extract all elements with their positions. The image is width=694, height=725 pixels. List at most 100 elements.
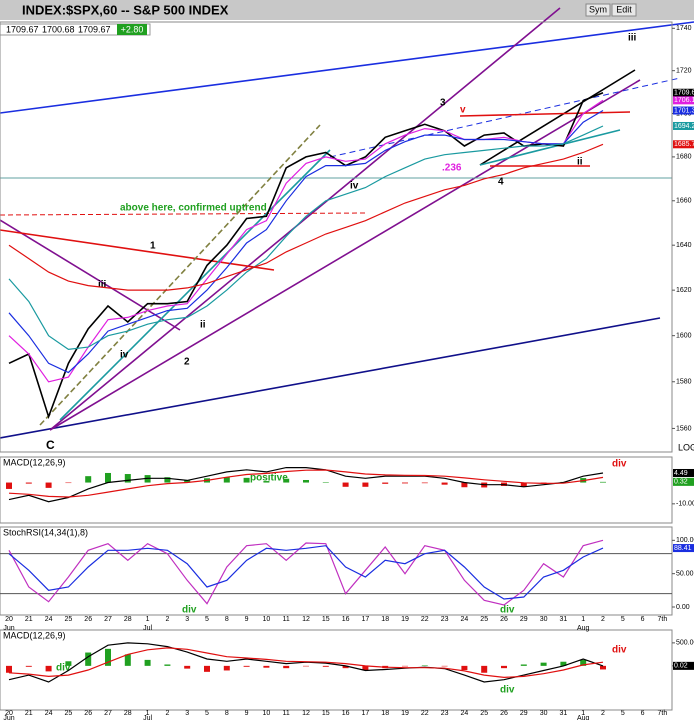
x-month-label: Jun	[3, 715, 14, 720]
wave-label: iv	[120, 350, 129, 361]
x-tick-label: 10	[263, 616, 271, 623]
trend-line	[39, 124, 321, 426]
note: div	[612, 459, 627, 470]
x-month-label: Aug	[577, 625, 590, 632]
x-tick-label: 3	[185, 616, 189, 623]
trend-line	[479, 129, 621, 166]
histogram-bar	[263, 481, 270, 483]
x-tick-label: 22	[421, 616, 429, 623]
edit-button[interactable]	[611, 3, 637, 17]
note: positive	[250, 473, 288, 484]
x-tick-label: 24	[461, 616, 469, 623]
x-tick-label: 19	[401, 710, 409, 717]
trend-line	[49, 7, 561, 431]
x-tick-label: 25	[480, 710, 488, 717]
histogram-bar	[560, 661, 567, 666]
x-tick-label: 9	[245, 616, 249, 623]
trend-line	[0, 212, 366, 216]
x-tick-label: 1	[146, 710, 150, 717]
last-value-box	[673, 96, 694, 105]
trend-line	[0, 317, 661, 439]
histogram-bar	[25, 482, 32, 484]
note: above here, confirmed uptrend	[120, 203, 267, 214]
x-tick-label: 25	[480, 616, 488, 623]
edit-button-label[interactable]: Edit	[616, 4, 632, 14]
y-tick-label: 1600	[676, 333, 692, 340]
panel-frame	[0, 526, 673, 616]
last-value-box	[673, 140, 694, 149]
y-tick-label: 1680	[676, 154, 692, 161]
histogram-bar	[85, 652, 92, 666]
x-tick-label: 6	[641, 710, 645, 717]
x-tick-label: 25	[65, 616, 73, 623]
wave-label: ii	[577, 157, 583, 168]
y-tick-label: -10.00	[676, 501, 694, 508]
x-tick-label: 7th	[658, 616, 668, 623]
panel-frame	[0, 629, 673, 711]
y-tick-label: 1620	[676, 287, 692, 294]
x-tick-label: 26	[500, 616, 508, 623]
histogram-bar	[124, 474, 131, 483]
fib-label: .236	[442, 163, 462, 174]
x-tick-label: 27	[104, 710, 112, 717]
histogram-bar	[402, 482, 408, 484]
last-value-box	[673, 544, 694, 553]
y-tick-label: 1640	[676, 242, 692, 249]
last-value-box	[673, 88, 694, 97]
histogram-bar	[144, 659, 151, 666]
x-tick-label: 17	[362, 616, 370, 623]
annotations: 3 v iii ii 4 iv .236 above here, confirm…	[46, 33, 694, 696]
y-tick-label: 1660	[676, 198, 692, 205]
trend-line	[459, 111, 631, 117]
x-tick-label: 2	[601, 710, 605, 717]
histogram-bar	[303, 665, 309, 667]
x-tick-label: 28	[124, 710, 132, 717]
x-month-label: Jul	[143, 625, 152, 632]
last-value: 1709.67	[674, 90, 694, 97]
histogram-bar	[45, 482, 52, 488]
wave-label: 4	[498, 177, 504, 188]
histogram-bar	[223, 477, 230, 483]
change-box	[117, 24, 147, 35]
quote-value: 1709.67	[6, 24, 39, 34]
series-line	[8, 125, 604, 351]
histogram-bar	[283, 665, 290, 669]
histogram-bar	[124, 654, 131, 666]
last-value: 0.32	[674, 479, 688, 486]
note: div	[500, 605, 515, 616]
x-tick-label: 24	[45, 616, 53, 623]
note: div	[182, 605, 197, 616]
trend-line	[0, 229, 275, 271]
sym-button[interactable]	[585, 3, 611, 17]
x-tick-label: 11	[283, 710, 290, 717]
sym-button-label[interactable]: Sym	[589, 4, 607, 14]
x-month-label: Aug	[577, 715, 590, 720]
last-value-box	[673, 121, 694, 130]
last-value: 1706.13	[674, 97, 694, 104]
histogram-bar	[540, 662, 547, 666]
histogram-bar	[184, 665, 191, 669]
log-label: LOG	[678, 442, 694, 452]
x-tick-label: 12	[302, 616, 310, 623]
x-tick-label: 22	[421, 710, 429, 717]
series-line	[8, 469, 604, 498]
x-tick-label: 30	[540, 616, 548, 623]
x-tick-label: 31	[560, 616, 568, 623]
x-tick-label: 19	[401, 616, 409, 623]
wave-label: 3	[440, 98, 446, 109]
x-tick-label: 8	[225, 616, 229, 623]
trend-lines	[0, 7, 694, 439]
note: div	[56, 663, 71, 674]
x-tick-label: 16	[342, 710, 350, 717]
x-tick-label: 1	[581, 616, 585, 623]
y-tick-label: 500.00	[676, 640, 694, 647]
y-tick-label: 1720	[676, 68, 692, 75]
x-tick-label: 18	[381, 710, 389, 717]
last-value-box	[673, 106, 694, 115]
histogram-bar	[421, 482, 428, 484]
histogram-bar	[461, 665, 468, 670]
x-tick-label: 31	[560, 710, 568, 717]
histogram-bar	[481, 665, 488, 673]
x-tick-label: 12	[302, 710, 310, 717]
x-tick-label: 15	[322, 616, 330, 623]
